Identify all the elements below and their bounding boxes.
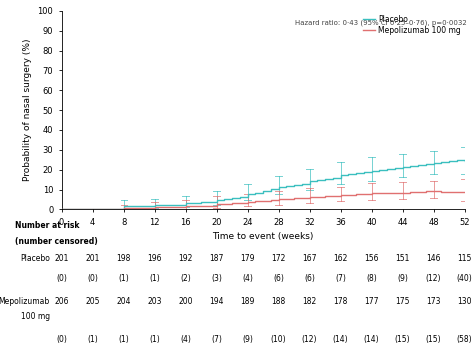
Text: 188: 188 <box>272 297 286 306</box>
Text: (12): (12) <box>302 335 317 344</box>
Text: 187: 187 <box>210 254 224 263</box>
Text: (2): (2) <box>180 274 191 283</box>
Text: 189: 189 <box>240 297 255 306</box>
Text: 182: 182 <box>302 297 317 306</box>
Text: 194: 194 <box>210 297 224 306</box>
Text: 167: 167 <box>302 254 317 263</box>
Text: (3): (3) <box>211 274 222 283</box>
Text: 200: 200 <box>178 297 193 306</box>
Text: (1): (1) <box>118 274 129 283</box>
Text: 172: 172 <box>272 254 286 263</box>
Text: (0): (0) <box>56 274 67 283</box>
Text: (6): (6) <box>273 274 284 283</box>
Text: (10): (10) <box>271 335 286 344</box>
Text: (4): (4) <box>242 274 253 283</box>
X-axis label: Time to event (weeks): Time to event (weeks) <box>212 232 314 241</box>
Text: 175: 175 <box>395 297 410 306</box>
Text: (8): (8) <box>366 274 377 283</box>
Text: 201: 201 <box>85 254 100 263</box>
Text: Number at risk: Number at risk <box>15 221 80 230</box>
Text: 130: 130 <box>457 297 472 306</box>
Text: 192: 192 <box>178 254 193 263</box>
Text: (6): (6) <box>304 274 315 283</box>
Text: (15): (15) <box>395 335 410 344</box>
Text: 156: 156 <box>365 254 379 263</box>
Text: 146: 146 <box>426 254 441 263</box>
Text: (14): (14) <box>364 335 379 344</box>
Text: 201: 201 <box>55 254 69 263</box>
Text: 178: 178 <box>333 297 348 306</box>
Text: 203: 203 <box>147 297 162 306</box>
Text: (1): (1) <box>149 274 160 283</box>
Text: 173: 173 <box>426 297 441 306</box>
Text: (9): (9) <box>242 335 253 344</box>
Text: (9): (9) <box>397 274 408 283</box>
Text: (7): (7) <box>211 335 222 344</box>
Text: (58): (58) <box>457 335 472 344</box>
Text: 196: 196 <box>147 254 162 263</box>
Text: (1): (1) <box>87 335 98 344</box>
Text: 151: 151 <box>395 254 410 263</box>
Text: Hazard ratio: 0·43 (95% CI 0·25–0·76), p=0·0032: Hazard ratio: 0·43 (95% CI 0·25–0·76), p… <box>295 20 467 26</box>
Text: (40): (40) <box>456 274 473 283</box>
Text: Placebo: Placebo <box>20 254 50 263</box>
Y-axis label: Probability of nasal surgery (%): Probability of nasal surgery (%) <box>23 39 32 181</box>
Text: 100 mg: 100 mg <box>21 312 50 321</box>
Text: (1): (1) <box>149 335 160 344</box>
Text: 198: 198 <box>117 254 131 263</box>
Text: Mepolizumab: Mepolizumab <box>0 297 50 306</box>
Text: 177: 177 <box>365 297 379 306</box>
Legend: Placebo, Mepolizumab 100 mg: Placebo, Mepolizumab 100 mg <box>364 15 461 35</box>
Text: 115: 115 <box>457 254 472 263</box>
Text: (12): (12) <box>426 274 441 283</box>
Text: (1): (1) <box>118 335 129 344</box>
Text: (0): (0) <box>87 274 98 283</box>
Text: (15): (15) <box>426 335 441 344</box>
Text: (0): (0) <box>56 335 67 344</box>
Text: (4): (4) <box>180 335 191 344</box>
Text: 206: 206 <box>55 297 69 306</box>
Text: (number censored): (number censored) <box>15 237 98 246</box>
Text: 205: 205 <box>85 297 100 306</box>
Text: (14): (14) <box>333 335 348 344</box>
Text: 162: 162 <box>333 254 348 263</box>
Text: 179: 179 <box>240 254 255 263</box>
Text: (7): (7) <box>335 274 346 283</box>
Text: 204: 204 <box>116 297 131 306</box>
